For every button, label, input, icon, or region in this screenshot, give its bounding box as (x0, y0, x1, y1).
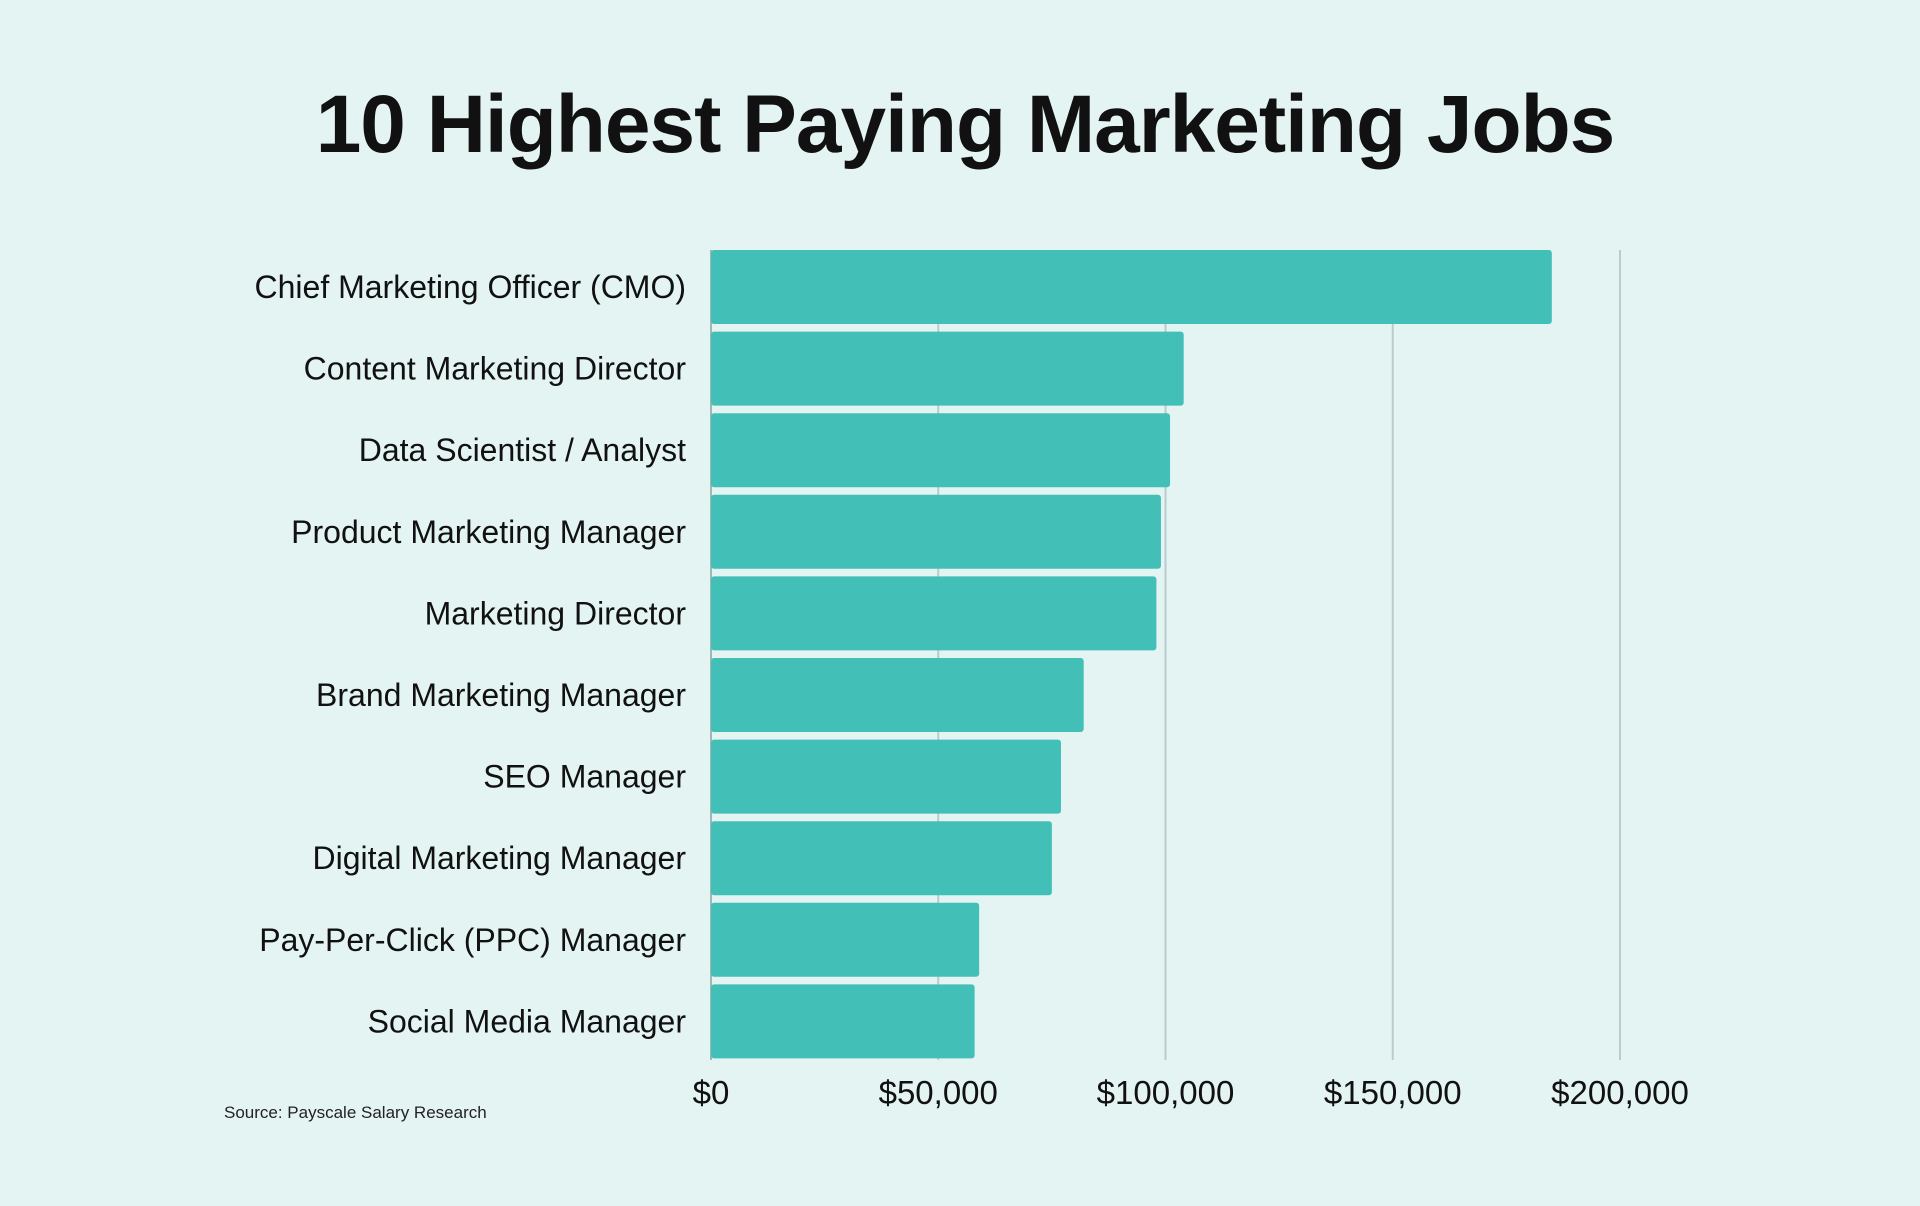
bar (711, 413, 1171, 488)
category-label: Marketing Director (425, 595, 687, 631)
bar (711, 739, 1061, 814)
source-note: Source: Payscale Salary Research (224, 1103, 487, 1122)
bar (711, 984, 975, 1059)
bar (711, 902, 980, 977)
x-tick-label: $150,000 (1324, 1074, 1462, 1111)
x-tick-label: $100,000 (1097, 1074, 1235, 1111)
category-label: Brand Marketing Manager (316, 677, 686, 713)
bar (711, 821, 1052, 896)
bar (711, 494, 1161, 569)
x-tick-label: $50,000 (879, 1074, 998, 1111)
bar (711, 576, 1157, 651)
category-label: Chief Marketing Officer (CMO) (255, 269, 687, 305)
bar (711, 658, 1084, 732)
category-label: Digital Marketing Manager (313, 840, 687, 876)
category-label: Data Scientist / Analyst (359, 432, 686, 468)
category-label: Content Marketing Director (304, 351, 687, 387)
category-label: Product Marketing Manager (291, 514, 686, 550)
x-tick-label: $0 (693, 1074, 730, 1111)
bar (711, 331, 1184, 406)
chart-title: 10 Highest Paying Marketing Jobs (315, 79, 1616, 170)
category-label: Pay-Per-Click (PPC) Manager (259, 922, 686, 958)
x-tick-label: $200,000 (1551, 1074, 1689, 1111)
bar (711, 250, 1552, 324)
category-label: SEO Manager (483, 759, 686, 795)
category-label: Social Media Manager (368, 1003, 687, 1039)
